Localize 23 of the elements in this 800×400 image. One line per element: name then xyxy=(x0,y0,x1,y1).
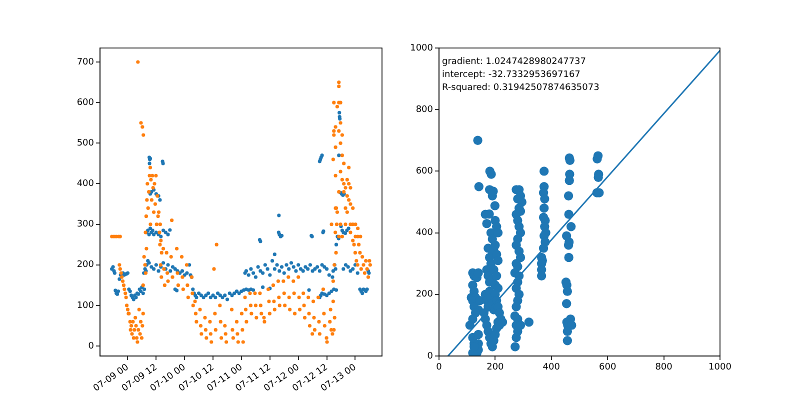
y-tick-label: 600 xyxy=(416,166,434,177)
y-tick-label: 1000 xyxy=(410,43,434,54)
y-tick-label: 200 xyxy=(416,290,434,300)
y-tick-label: 100 xyxy=(76,300,94,311)
y-tick-label: 600 xyxy=(76,98,94,108)
y-tick-label: 400 xyxy=(416,228,434,238)
y-tick-label: 200 xyxy=(76,260,94,270)
y-tick-label: 300 xyxy=(76,220,94,230)
annotation: gradient: 1.0247428980247737 xyxy=(442,57,586,67)
y-tick-label: 0 xyxy=(427,351,434,362)
annotation: R-squared: 0.31942507874635073 xyxy=(442,83,600,93)
y-tick-label: 500 xyxy=(76,138,94,149)
y-tick-label: 800 xyxy=(416,104,434,115)
x-tick-label: 800 xyxy=(655,362,673,373)
x-tick-label: 1000 xyxy=(708,362,732,373)
x-tick-label: 400 xyxy=(542,362,560,373)
x-tick-label: 200 xyxy=(486,362,504,373)
y-tick-label: 700 xyxy=(76,57,94,68)
y-tick-label: 0 xyxy=(88,341,94,352)
annotation: intercept: -32.7332953697167 xyxy=(442,70,580,80)
y-tick-label: 400 xyxy=(76,179,94,190)
x-tick-label: 0 xyxy=(436,362,442,373)
x-tick-label: 600 xyxy=(599,362,616,373)
